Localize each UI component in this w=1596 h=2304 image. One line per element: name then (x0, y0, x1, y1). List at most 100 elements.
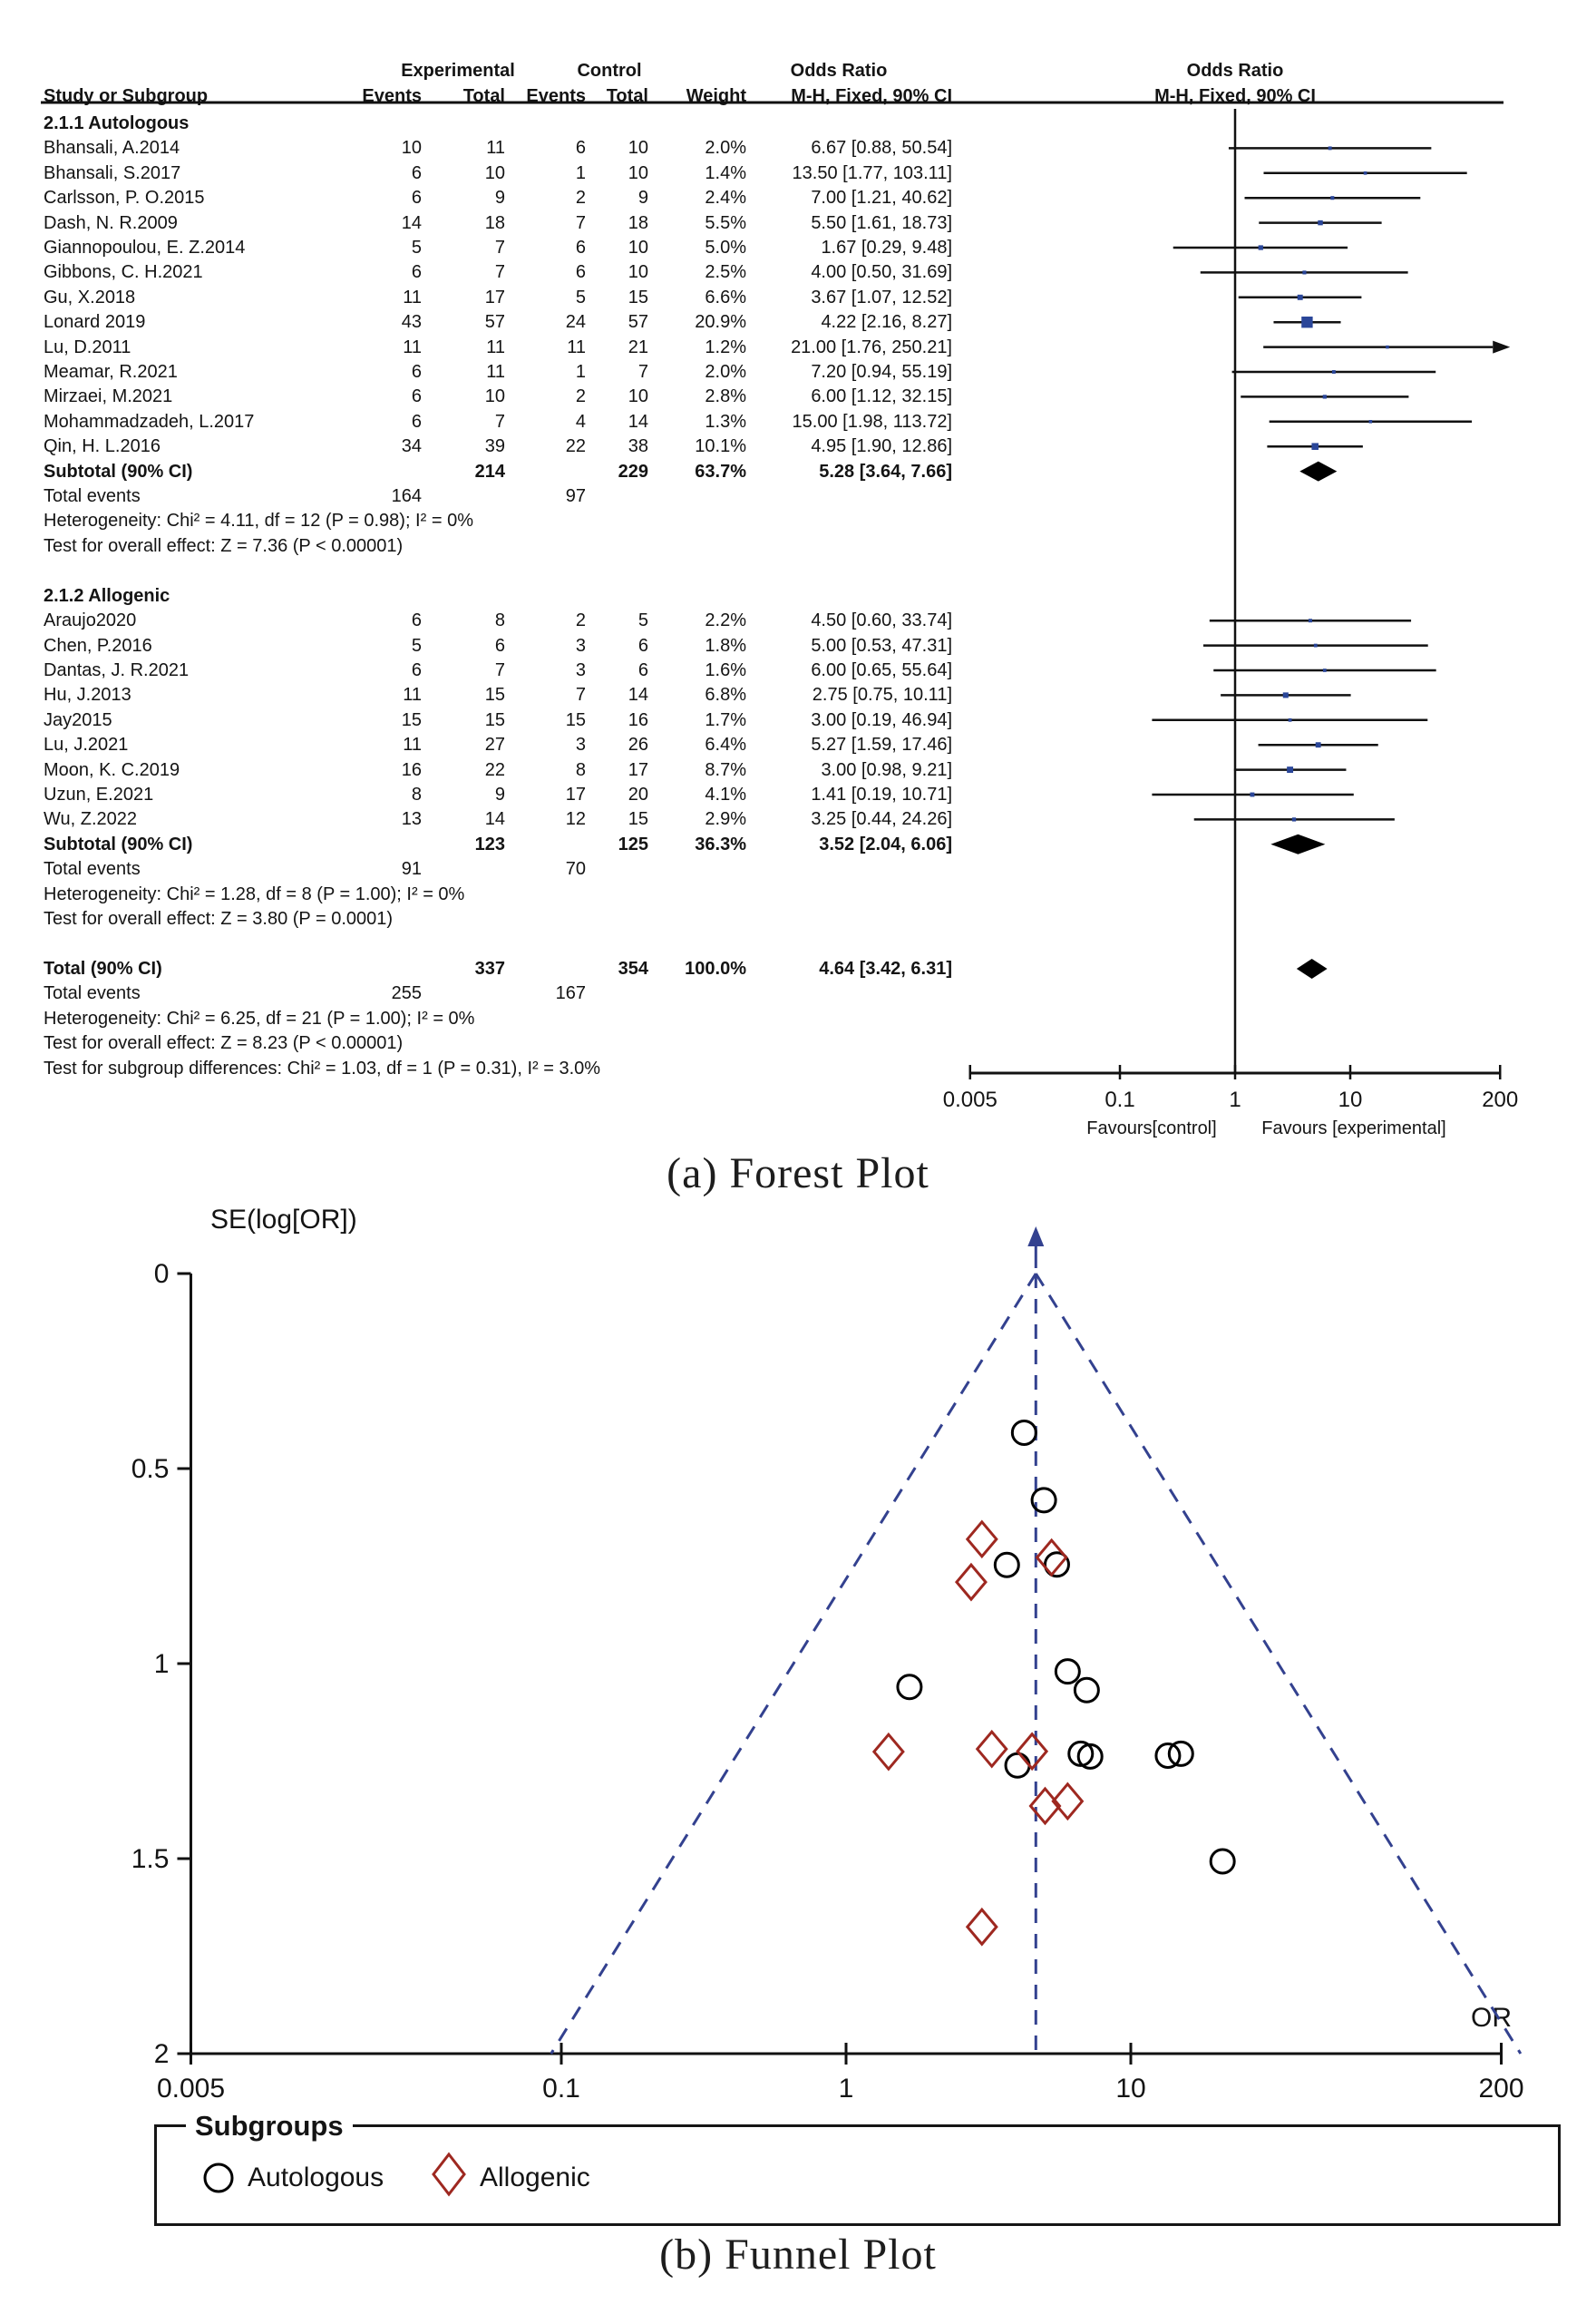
total-events-ctl: 97 (565, 486, 586, 506)
exp-events: 6 (411, 386, 422, 407)
table-row: Lu, J.2021 11 27 3 26 6.4% 5.27 [1.59, 17.46] (0, 732, 1088, 757)
exp-events: 13 (401, 809, 422, 830)
weight: 1.4% (705, 162, 746, 183)
table-row: Mohammadzadeh, L.2017 6 7 4 14 1.3% 15.00 [1.9… (0, 409, 1088, 434)
exp-total: 15 (484, 685, 505, 706)
exp-total: 11 (486, 337, 505, 357)
table-row: Hu, J.2013 11 15 7 14 6.8% 2.75 [0.75, 10.11] (0, 682, 1088, 708)
funnel-point-allogenic (1016, 1732, 1049, 1772)
forest-table: 2.1.1 Autologous Bhansali, A.2014 10 11 6 10 2… (0, 0, 1596, 1143)
exp-total: 9 (494, 188, 505, 209)
exp-events: 11 (403, 735, 422, 756)
total-events-label: Total events (44, 983, 141, 1004)
funnel-point-autologous (1004, 1752, 1031, 1779)
study-name: Bhansali, S.2017 (44, 162, 181, 183)
total-events-exp: 164 (391, 486, 422, 506)
weight: 2.2% (705, 610, 746, 631)
ctl-total: 18 (628, 212, 648, 233)
ctl-events: 24 (565, 312, 586, 333)
ci-text: 5.50 [1.61, 18.73] (811, 212, 952, 233)
ctl-events: 6 (575, 262, 586, 283)
study-name: Uzun, E.2021 (44, 785, 154, 805)
ctl-events: 17 (565, 785, 586, 805)
ctl-total: 6 (637, 635, 648, 656)
exp-events: 43 (401, 312, 422, 333)
weight: 6.8% (705, 685, 746, 706)
study-name: Meamar, R.2021 (44, 362, 178, 382)
weight: 1.8% (705, 635, 746, 656)
funnel-x-axis-label: OR (1471, 2003, 1512, 2033)
table-row: Subtotal (90% CI) 214 229 63.7% 5.28 [3.64, … (0, 459, 1088, 484)
ctl-total: 10 (628, 262, 648, 283)
funnel-point-allogenic (965, 1907, 998, 1947)
funnel-y-tick-label: 2 (154, 2039, 170, 2069)
ctl-total: 7 (637, 362, 648, 382)
exp-total: 15 (484, 709, 505, 730)
total-events-exp: 255 (391, 983, 422, 1004)
ctl-total: 17 (628, 759, 648, 780)
ctl-total: 15 (628, 287, 648, 308)
study-name: Lu, J.2021 (44, 735, 129, 756)
funnel-point-allogenic (1028, 1786, 1062, 1826)
weight: 2.0% (705, 138, 746, 159)
ci-text: 3.00 [0.98, 9.21] (821, 759, 952, 780)
ctl-events: 11 (567, 337, 586, 357)
subtotal-ci-text: 3.52 [2.04, 6.06] (819, 834, 952, 854)
table-row: Jay2015 15 15 15 16 1.7% 3.00 [0.19, 46.94] (0, 708, 1088, 733)
subtotal-exp-total: 123 (474, 834, 505, 854)
subtotal-weight: 36.3% (695, 834, 746, 854)
ctl-total: 5 (637, 610, 648, 631)
ctl-events: 1 (575, 362, 586, 382)
study-name: Lonard 2019 (44, 312, 146, 333)
exp-events: 6 (411, 610, 422, 631)
exp-total: 27 (484, 735, 505, 756)
total-label: Total (90% CI) (44, 959, 162, 979)
study-name: Gibbons, C. H.2021 (44, 262, 203, 283)
subtotal-label: Subtotal (90% CI) (44, 834, 193, 854)
study-name: Bhansali, A.2014 (44, 138, 180, 159)
legend-title: Subgroups (186, 2111, 353, 2142)
table-row: Total events 91 70 (0, 856, 1088, 882)
weight: 2.4% (705, 188, 746, 209)
ctl-events: 6 (575, 138, 586, 159)
table-row: Heterogeneity: Chi² = 1.28, df = 8 (P = … (0, 882, 1088, 907)
study-name: Hu, J.2013 (44, 685, 131, 706)
ci-text: 15.00 [1.98, 113.72] (792, 411, 952, 432)
weight: 2.9% (705, 809, 746, 830)
funnel-point-autologous (1054, 1658, 1081, 1685)
funnel-x-tick-label: 200 (1478, 2074, 1523, 2104)
ctl-total: 14 (628, 411, 648, 432)
funnel-point-autologous (1067, 1740, 1095, 1767)
table-row: Mirzaei, M.2021 6 10 2 10 2.8% 6.00 [1.12, 32.… (0, 384, 1088, 409)
exp-total: 39 (484, 436, 505, 457)
ci-text: 1.41 [0.19, 10.71] (811, 785, 952, 805)
total-events-label: Total events (44, 486, 141, 506)
favours-control-label: Favours[control] (1086, 1118, 1217, 1138)
funnel-point-autologous (1076, 1743, 1104, 1770)
ctl-events: 3 (575, 735, 586, 756)
exp-events: 6 (411, 262, 422, 283)
exp-events: 6 (411, 162, 422, 183)
heterogeneity-text: Heterogeneity: Chi² = 4.11, df = 12 (P =… (44, 511, 473, 532)
funnel-plot-caption: (b) Funnel Plot (659, 2231, 937, 2279)
exp-total: 7 (494, 238, 505, 258)
weight: 1.7% (705, 709, 746, 730)
funnel-point-allogenic (975, 1729, 1008, 1769)
ci-text: 7.00 [1.21, 40.62] (811, 188, 952, 209)
header-odds-ratio-left: Odds Ratio (790, 61, 888, 81)
funnel-right-bound (1035, 1273, 1523, 2055)
funnel-point-allogenic (871, 1732, 905, 1772)
ctl-total: 20 (628, 785, 648, 805)
allogenic-diamond-icon (432, 2152, 466, 2197)
subgroup-difference-text: Test for subgroup differences: Chi² = 1.… (44, 1058, 601, 1079)
table-row: Qin, H. L.2016 34 39 22 38 10.1% 4.95 [1.90, 1… (0, 434, 1088, 459)
exp-events: 34 (401, 436, 422, 457)
ctl-events: 2 (575, 188, 586, 209)
exp-total: 9 (494, 785, 505, 805)
ci-text: 3.67 [1.07, 12.52] (811, 287, 952, 308)
ci-text: 4.22 [2.16, 8.27] (821, 312, 952, 333)
ctl-events: 8 (575, 759, 586, 780)
ctl-total: 10 (628, 162, 648, 183)
weight: 8.7% (705, 759, 746, 780)
funnel-point-allogenic (1051, 1782, 1085, 1821)
